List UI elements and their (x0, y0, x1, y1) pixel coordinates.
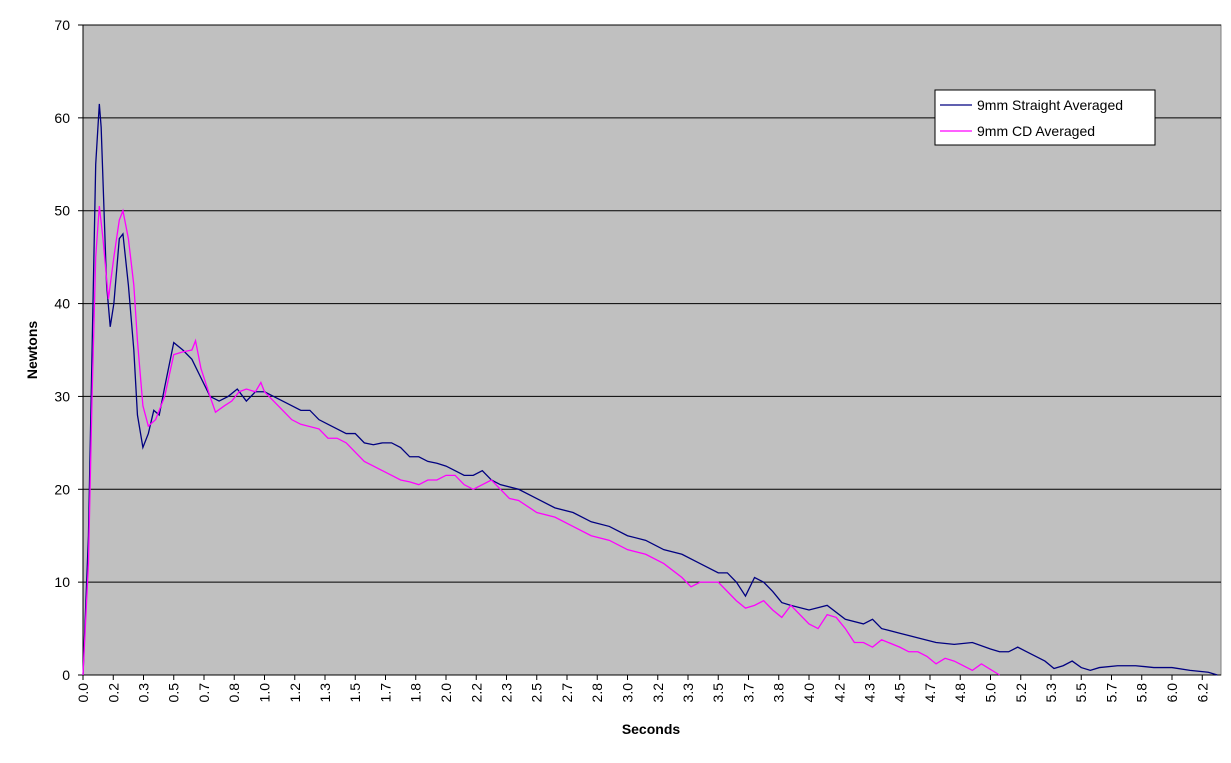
x-tick-label: 4.8 (952, 683, 968, 703)
y-tick-label: 30 (54, 388, 70, 404)
x-tick-label: 3.7 (741, 683, 757, 703)
x-tick-label: 2.3 (498, 683, 514, 703)
x-tick-label: 4.0 (801, 683, 817, 703)
y-axis-title: Newtons (24, 321, 40, 380)
y-tick-label: 50 (54, 203, 70, 219)
x-tick-label: 2.8 (589, 683, 605, 703)
legend-label: 9mm CD Averaged (977, 123, 1095, 139)
y-tick-label: 70 (54, 17, 70, 33)
x-tick-label: 4.7 (922, 683, 938, 703)
x-tick-label: 2.7 (559, 683, 575, 703)
x-tick-label: 2.5 (529, 683, 545, 703)
x-tick-label: 5.8 (1134, 683, 1150, 703)
x-tick-label: 5.3 (1043, 683, 1059, 703)
x-tick-label: 6.0 (1164, 683, 1180, 703)
x-tick-label: 4.5 (892, 683, 908, 703)
y-tick-label: 40 (54, 296, 70, 312)
series-line (82, 103, 1218, 676)
x-tick-label: 6.2 (1194, 683, 1210, 703)
x-tick-label: 2.0 (438, 683, 454, 703)
legend-box (934, 89, 1156, 146)
x-tick-label: 3.0 (619, 683, 635, 703)
x-tick-label: 2.2 (468, 683, 484, 703)
x-tick-label: 1.5 (347, 683, 363, 703)
x-tick-label: 3.2 (650, 683, 666, 703)
y-tick-label: 0 (62, 667, 70, 683)
x-tick-label: 0.8 (226, 683, 242, 703)
x-tick-label: 0.7 (196, 683, 212, 703)
x-tick-label: 3.5 (710, 683, 726, 703)
x-tick-label: 1.0 (256, 683, 272, 703)
x-tick-label: 1.8 (408, 683, 424, 703)
y-tick-label: 10 (54, 574, 70, 590)
legend-label: 9mm Straight Averaged (977, 97, 1123, 113)
x-tick-label: 5.0 (982, 683, 998, 703)
y-tick-label: 60 (54, 110, 70, 126)
x-tick-label: 0.5 (166, 683, 182, 703)
series-line (82, 205, 1000, 676)
x-tick-label: 0.2 (105, 683, 121, 703)
x-tick-label: 0.0 (75, 683, 91, 703)
x-tick-label: 1.2 (287, 683, 303, 703)
x-tick-label: 5.7 (1104, 683, 1120, 703)
y-tick-label: 20 (54, 481, 70, 497)
x-tick-label: 3.8 (771, 683, 787, 703)
x-tick-label: 1.3 (317, 683, 333, 703)
x-tick-label: 3.3 (680, 683, 696, 703)
x-tick-label: 4.3 (861, 683, 877, 703)
x-axis-title: Seconds (622, 721, 681, 737)
x-tick-label: 4.2 (831, 683, 847, 703)
x-tick-label: 5.5 (1073, 683, 1089, 703)
x-tick-label: 0.3 (135, 683, 151, 703)
x-tick-label: 5.2 (1013, 683, 1029, 703)
x-tick-label: 1.7 (378, 683, 394, 703)
